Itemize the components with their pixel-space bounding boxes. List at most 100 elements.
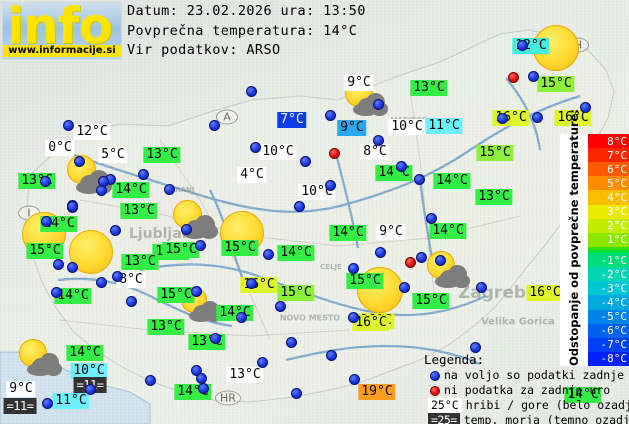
scale-row-13: -4°C [588,295,629,310]
station-marker-blue[interactable] [285,336,297,348]
station-marker-blue[interactable] [245,277,257,289]
legend-row-text: ni podatka za zadnjo uro [444,383,611,397]
legend-row-1: ni podatka za zadnjo uro [424,383,629,398]
scale-row-14: -5°C [588,309,629,324]
station-marker-blue[interactable] [249,141,261,153]
station-marker-blue[interactable] [496,112,508,124]
cloud-blob [453,273,470,288]
station-marker-blue[interactable] [40,215,52,227]
temperature-label: 11°C [425,118,463,134]
temperature-label: 14°C [54,288,92,304]
station-marker-blue[interactable] [39,175,51,187]
station-marker-blue[interactable] [415,251,427,263]
temperature-label: 8°C [116,272,146,288]
station-marker-blue[interactable] [197,382,209,394]
station-marker-blue[interactable] [325,349,337,361]
temperature-label: 15°C [157,287,195,303]
site-logo[interactable]: info www.informacije.si [2,0,122,60]
station-marker-blue[interactable] [180,223,192,235]
sun-behind-cloud-icon [19,339,62,381]
station-marker-red[interactable] [507,71,519,83]
station-marker-blue[interactable] [73,155,85,167]
station-marker-blue[interactable] [469,341,481,353]
city-label: Velika Gorica [481,316,555,328]
temperature-label: 14°C [112,182,150,198]
station-marker-blue[interactable] [579,101,591,113]
temperature-label: 14°C [329,225,367,241]
station-marker-blue[interactable] [195,372,207,384]
station-marker-blue[interactable] [111,270,123,282]
station-marker-blue[interactable] [245,85,257,97]
station-marker-blue[interactable] [531,111,543,123]
station-marker-blue[interactable] [66,200,78,212]
station-marker-blue[interactable] [144,374,156,386]
scale-row-0: 8°C [588,134,629,149]
station-marker-blue[interactable] [62,119,74,131]
station-marker-blue[interactable] [194,239,206,251]
station-marker-blue[interactable] [52,258,64,270]
station-marker-blue[interactable] [374,246,386,258]
cloud-blob [200,223,218,239]
station-marker-blue[interactable] [109,224,121,236]
station-marker-blue[interactable] [235,311,247,323]
station-marker-blue[interactable] [527,70,539,82]
station-marker-blue[interactable] [66,261,78,273]
scale-row-3: 5°C [588,176,629,191]
station-marker-blue[interactable] [516,39,528,51]
temperature-label: 19°C [358,384,396,400]
station-marker-blue[interactable] [50,286,62,298]
scale-row-5: 3°C [588,204,629,219]
station-marker-blue[interactable] [262,248,274,260]
legend-row-0: na voljo so podatki zadnje ure [424,368,629,383]
scale-row-15: -6°C [588,323,629,338]
station-marker-blue[interactable] [41,397,53,409]
scale-row-2: 6°C [588,162,629,177]
station-marker-blue[interactable] [137,168,149,180]
station-marker-blue[interactable] [324,179,336,191]
station-marker-blue[interactable] [84,383,96,395]
temperature-label: 10°C [259,144,297,160]
station-marker-red[interactable] [404,256,416,268]
station-marker-blue[interactable] [209,332,221,344]
legend-row-3: =25= temp. morja (temno ozadje) [424,413,629,424]
temperature-label: 9°C [6,381,36,397]
station-marker-blue[interactable] [348,373,360,385]
sea-temperature-label: =11= [3,398,37,414]
station-marker-red[interactable] [328,147,340,159]
station-marker-blue[interactable] [256,356,268,368]
scale-row-7: 1°C [588,232,629,247]
station-marker-blue[interactable] [97,175,109,187]
temperature-label: 13°C [147,319,185,335]
station-marker-blue[interactable] [372,134,384,146]
sun-behind-cloud-icon [173,200,218,244]
station-marker-blue[interactable] [95,276,107,288]
station-marker-blue[interactable] [290,387,302,399]
station-marker-blue[interactable] [475,281,487,293]
station-marker-blue[interactable] [208,119,220,131]
station-marker-blue[interactable] [395,160,407,172]
station-marker-blue[interactable] [125,295,137,307]
temperature-label: 13°C [121,254,159,270]
station-marker-blue[interactable] [347,262,359,274]
temperature-label: 12°C [73,124,111,140]
station-marker-blue[interactable] [274,300,286,312]
station-marker-blue[interactable] [190,285,202,297]
station-marker-blue[interactable] [425,212,437,224]
station-marker-blue[interactable] [372,98,384,110]
temperature-label: 15°C [537,76,575,92]
station-marker-blue[interactable] [324,109,336,121]
temperature-label: 10°C [388,119,426,135]
station-marker-blue[interactable] [413,173,425,185]
station-marker-blue[interactable] [398,281,410,293]
temperature-label: 14°C [429,223,467,239]
station-marker-blue[interactable] [347,311,359,323]
station-marker-blue[interactable] [299,155,311,167]
station-marker-blue[interactable] [163,183,175,195]
temperature-label: 13°C [410,80,448,96]
temperature-label: 15°C [412,293,450,309]
temperature-label: 4°C [237,167,267,183]
station-marker-blue[interactable] [293,200,305,212]
scale-row-16: -7°C [588,337,629,352]
station-marker-blue[interactable] [434,254,446,266]
